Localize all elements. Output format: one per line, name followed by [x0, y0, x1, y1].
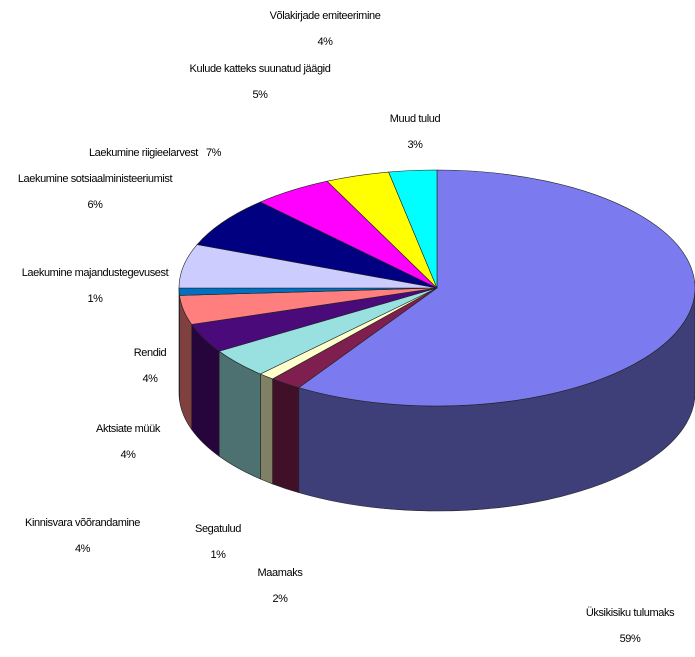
- data-label: Kinnisvara võõrandamine 4%: [0, 510, 165, 562]
- slice: [388, 169, 438, 289]
- label-value: 2%: [272, 593, 288, 605]
- label-name: Aktsiate müük: [96, 423, 160, 435]
- label-name: Rendid: [133, 347, 167, 359]
- data-label: Võlakirjade emiteerimine 4%: [225, 3, 425, 55]
- label-name: Üksikisiku tulumaks: [585, 607, 675, 619]
- label-value: 4%: [120, 449, 136, 461]
- slice-side: [260, 373, 273, 485]
- label-value: 5%: [252, 89, 268, 101]
- label-name: Laekumine riigieelarvest: [88, 147, 198, 159]
- label-value: 1%: [210, 549, 226, 561]
- label-value: 4%: [142, 373, 158, 385]
- label-name: Võlakirjade emiteerimine: [269, 10, 381, 22]
- slice-side: [272, 378, 300, 494]
- label-name: Laekumine sotsiaalministeeriumist: [17, 173, 173, 185]
- label-value: 4%: [74, 543, 91, 555]
- data-label: Segatulud 1%: [180, 516, 256, 568]
- data-label: Aktsiate müük 4%: [80, 416, 176, 468]
- data-label: Rendid 4%: [115, 340, 185, 392]
- label-name: Segatulud: [195, 523, 241, 535]
- data-label: Laekumine riigieelarvest 7%: [70, 140, 240, 166]
- data-label: Laekumine sotsiaalministeeriumist 6%: [10, 166, 180, 218]
- label-name: Laekumine majandustegevusest: [21, 267, 169, 279]
- data-label: Üksikisiku tulumaks 59%: [560, 600, 695, 652]
- data-label: Muud tulud 3%: [360, 106, 470, 158]
- slice: [298, 169, 695, 407]
- label-name: Kulude katteks suunatud jäägid: [189, 63, 331, 75]
- label-value: 4%: [317, 36, 333, 48]
- data-label: Laekumine majandustegevusest 1%: [20, 260, 170, 312]
- label-value: 7%: [205, 147, 222, 159]
- label-value: 6%: [87, 199, 103, 211]
- label-name: Muud tulud: [389, 113, 441, 125]
- data-label: Kulude katteks suunatud jäägid 5%: [175, 56, 345, 108]
- label-value: 59%: [619, 633, 641, 645]
- data-label: Maamaks 2%: [240, 560, 320, 612]
- label-name: Kinnisvara võõrandamine: [25, 517, 140, 529]
- label-value: 3%: [407, 139, 423, 151]
- slice: [196, 201, 438, 289]
- label-value: 1%: [87, 293, 103, 305]
- label-name: Maamaks: [257, 567, 303, 579]
